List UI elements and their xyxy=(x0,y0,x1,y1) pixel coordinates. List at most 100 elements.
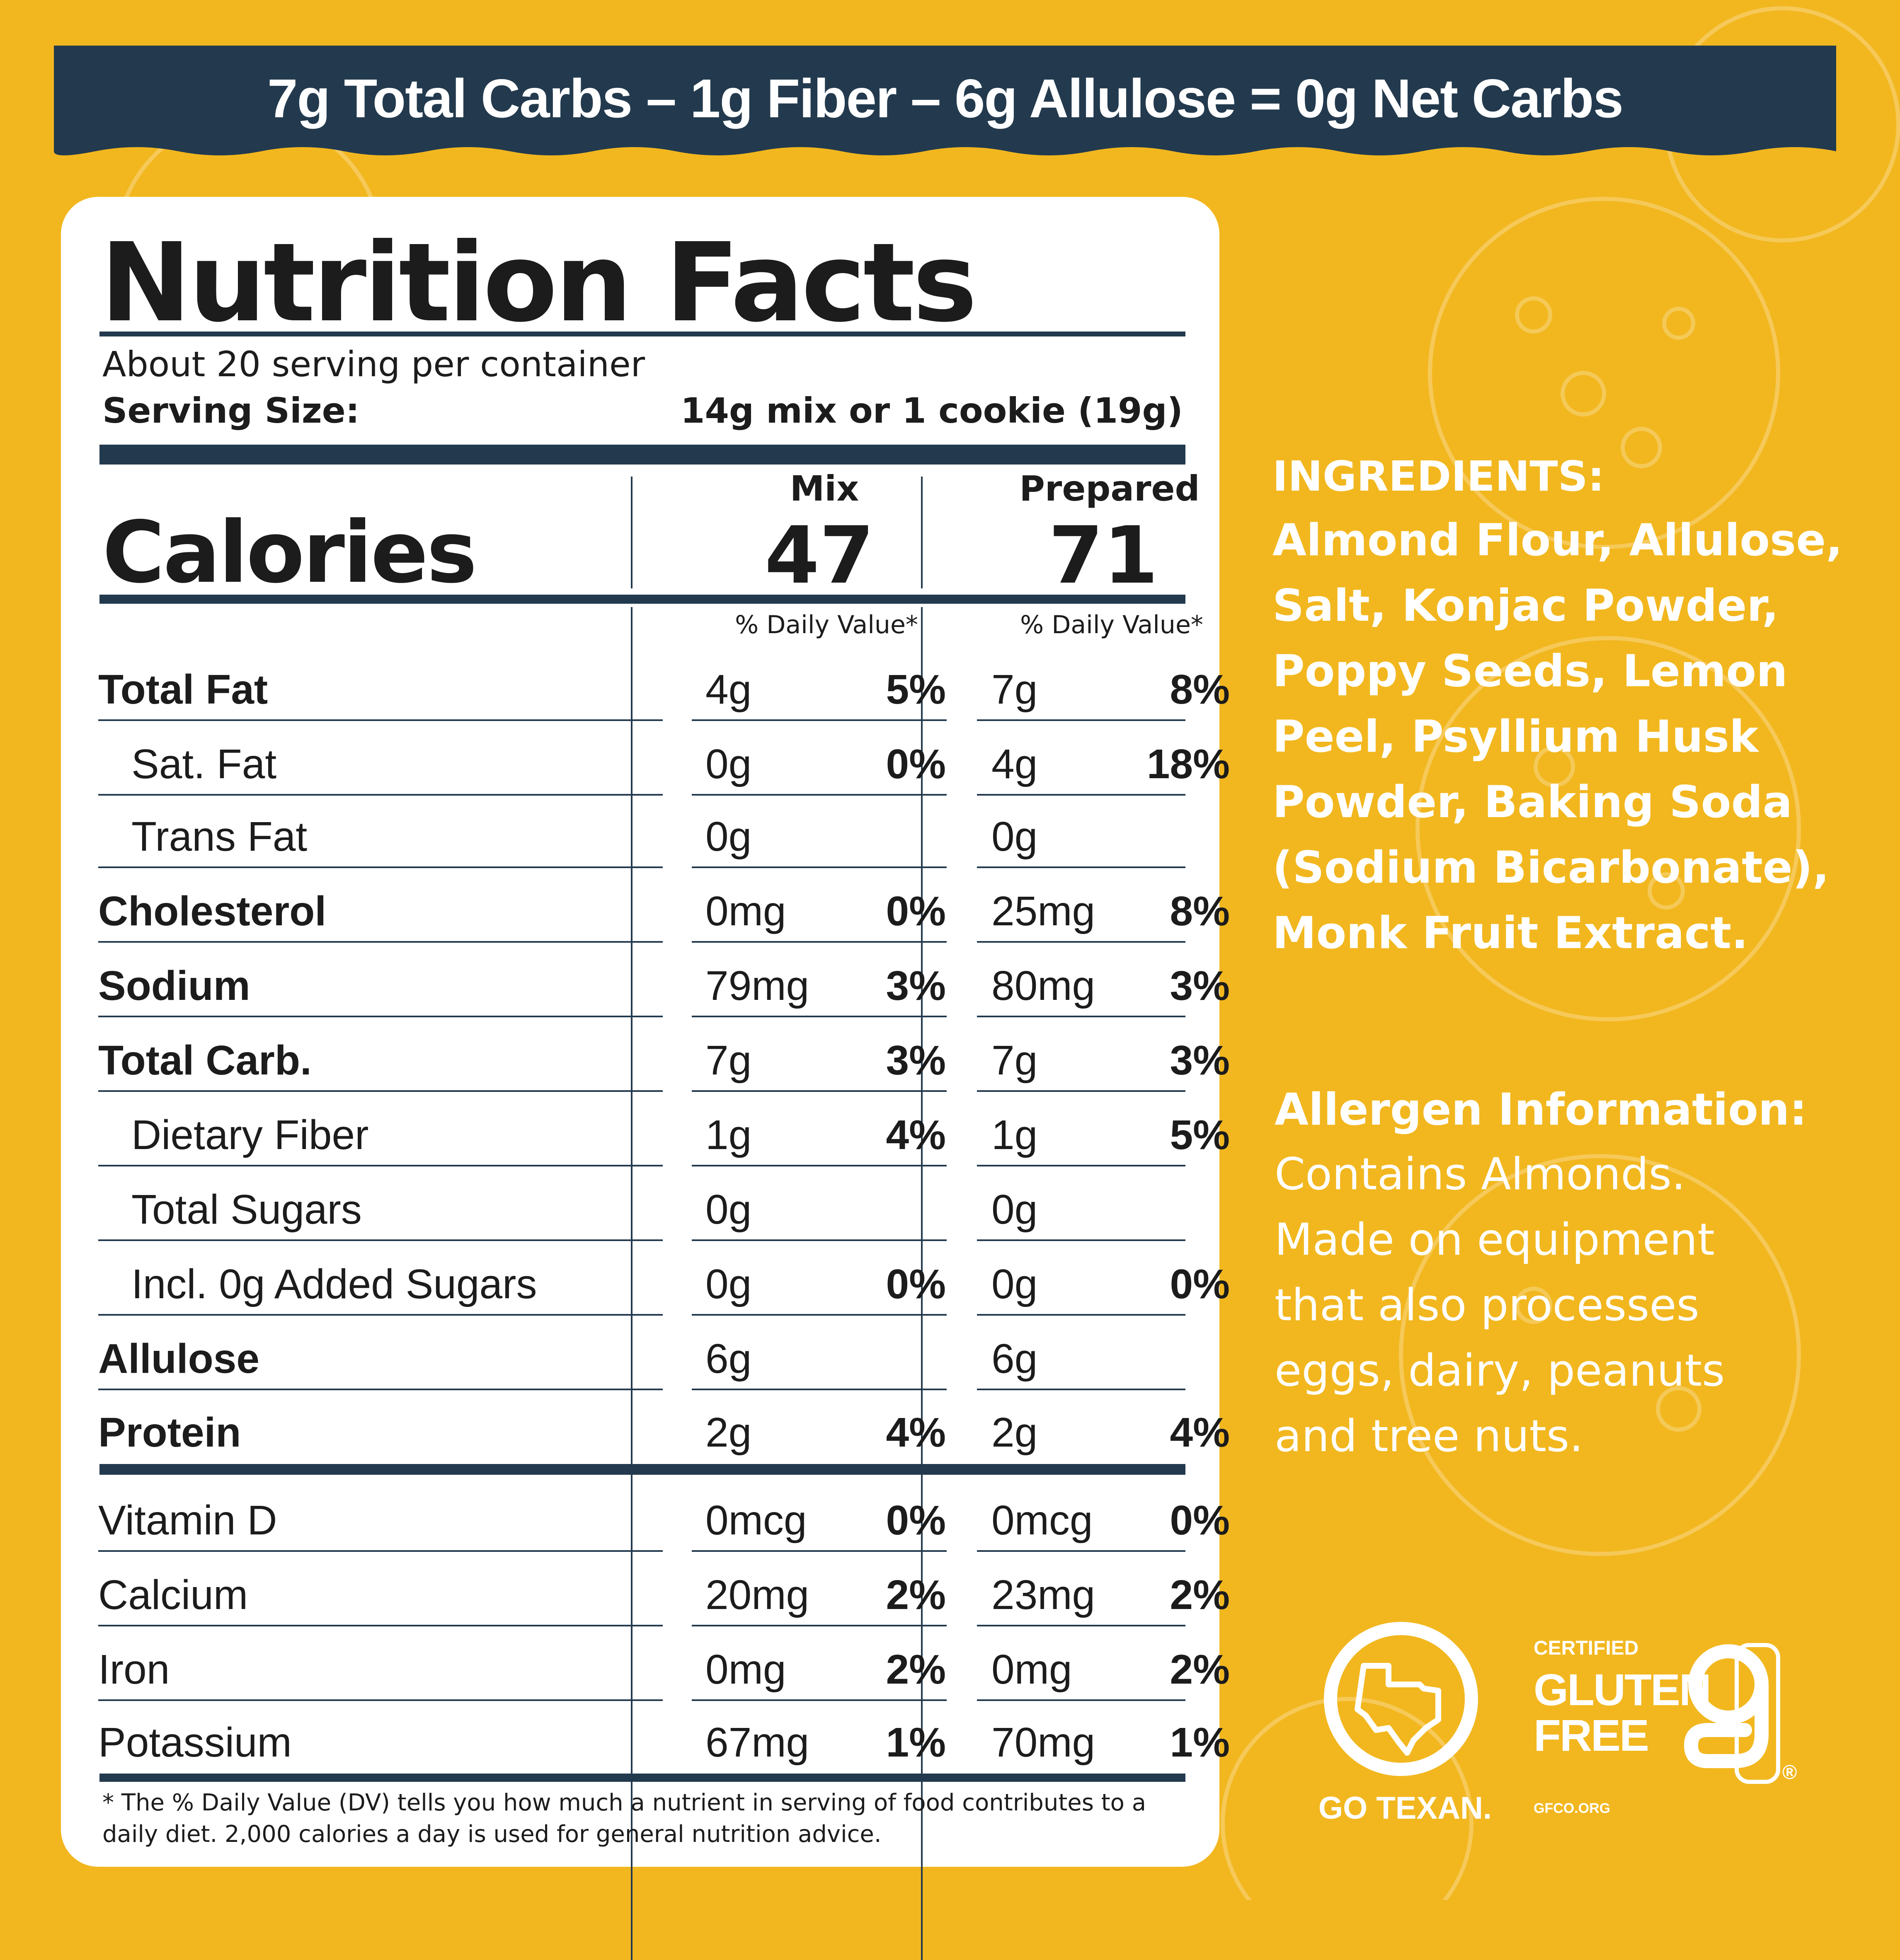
prepared-amount: 4g xyxy=(991,741,1038,787)
mix-amount: 67mg xyxy=(705,1719,809,1766)
nutrient-name: Calcium xyxy=(98,1572,248,1618)
mix-amount: 0g xyxy=(705,1186,752,1233)
mix-dv: 3% xyxy=(886,963,946,1009)
mix-amount: 0mg xyxy=(705,888,786,934)
calories-rule xyxy=(99,595,1185,604)
prepared-dv: 1% xyxy=(1170,1719,1230,1766)
prepared-dv: 3% xyxy=(1170,1037,1230,1084)
ingredients-line: (Sodium Bicarbonate), xyxy=(1272,842,1830,893)
nutrient-name: Sodium xyxy=(98,963,250,1009)
gf-registered-mark: ® xyxy=(1782,1762,1797,1783)
calories-prepared-value: 71 xyxy=(1048,510,1158,601)
nutrient-row-trans-fat: Trans Fat 0g 0g xyxy=(98,794,1186,868)
mix-dv: 3% xyxy=(886,1037,946,1084)
go-texan-text: GO TEXAN. xyxy=(1318,1791,1492,1826)
prepared-amount: 0g xyxy=(991,1186,1038,1233)
ingredients-line: Peel, Psyllium Husk xyxy=(1272,711,1759,762)
prepared-dv: 8% xyxy=(1170,888,1230,934)
mix-amount: 0g xyxy=(705,813,752,860)
nutrient-name: Potassium xyxy=(98,1719,292,1766)
nutrient-row-total-sugars: Total Sugars 0g 0g xyxy=(98,1166,1186,1241)
prepared-amount: 0mcg xyxy=(991,1497,1093,1544)
mix-dv: 1% xyxy=(886,1719,946,1766)
thick-rule-top xyxy=(99,445,1185,465)
serving-size-value: 14g mix or 1 cookie (19g) xyxy=(681,390,1183,431)
dv-header-prepared: % Daily Value* xyxy=(1020,610,1203,639)
prepared-amount: 0g xyxy=(991,1261,1038,1307)
nutrient-name: Dietary Fiber xyxy=(131,1112,369,1158)
calories-mix-value: 47 xyxy=(764,510,875,601)
nutrient-name: Sat. Fat xyxy=(131,741,277,787)
net-carbs-banner: 7g Total Carbs – 1g Fiber – 6g Allulose … xyxy=(54,46,1836,160)
prepared-amount: 0mg xyxy=(991,1646,1072,1693)
nutrient-name: Total Fat xyxy=(98,666,268,713)
nutrient-row-cholesterol: Cholesterol 0mg 0% 25mg 8% xyxy=(98,868,1230,943)
prepared-dv: 3% xyxy=(1170,963,1230,1009)
mix-amount: 6g xyxy=(705,1336,752,1382)
prepared-dv: 4% xyxy=(1170,1409,1230,1456)
nutrient-row-sodium: Sodium 79mg 3% 80mg 3% xyxy=(98,943,1230,1017)
allergen-line: Made on equipment xyxy=(1275,1214,1715,1265)
mix-dv: 0% xyxy=(886,741,946,787)
allergen-line: eggs, dairy, peanuts xyxy=(1275,1345,1725,1396)
nutrient-row-allulose: Allulose 6g 6g xyxy=(98,1316,1186,1390)
ingredients-line: Almond Flour, Allulose, xyxy=(1272,515,1843,566)
allergen-line: Contains Almonds. xyxy=(1275,1149,1686,1200)
nutrient-row-total-fat: Total Fat 4g 5% 7g 8% xyxy=(98,646,1230,721)
allergen-heading: Allergen Information: xyxy=(1275,1084,1807,1135)
nutrient-name: Iron xyxy=(98,1646,170,1693)
dv-header-mix: % Daily Value* xyxy=(735,610,918,639)
prepared-dv: 8% xyxy=(1170,666,1230,713)
nutrition-facts-label: Nutrition Facts About 20 serving per con… xyxy=(61,197,1230,1960)
nutrient-name: Vitamin D xyxy=(98,1497,277,1544)
mix-amount: 0g xyxy=(705,1261,752,1307)
mix-dv: 0% xyxy=(886,1261,946,1307)
mix-amount: 1g xyxy=(705,1112,752,1158)
divider-line xyxy=(921,607,923,1960)
prepared-dv: 2% xyxy=(1170,1572,1230,1618)
nutrient-row-calcium: Calcium 20mg 2% 23mg 2% xyxy=(98,1552,1230,1626)
mix-amount: 0mcg xyxy=(705,1497,807,1544)
prepared-amount: 7g xyxy=(991,1037,1038,1084)
mix-amount: 4g xyxy=(705,666,752,713)
prepared-amount: 2g xyxy=(991,1409,1038,1456)
mix-dv: 5% xyxy=(886,666,946,713)
prepared-amount: 6g xyxy=(991,1336,1038,1382)
nutrient-row-sat-fat: Sat. Fat 0g 0% 4g 18% xyxy=(98,721,1230,796)
allergen-section: Allergen Information: Contains Almonds. … xyxy=(1275,1077,1876,1469)
ingredients-section: INGREDIENTS: Almond Flour, Allulose, Sal… xyxy=(1272,445,1873,966)
title-rule xyxy=(99,332,1185,336)
gf-gluten-text: GLUTEN xyxy=(1534,1665,1711,1715)
servings-per-container: About 20 serving per container xyxy=(102,344,645,385)
divider-line xyxy=(631,607,633,1960)
prepared-amount: 23mg xyxy=(991,1572,1095,1618)
ingredients-line: Monk Fruit Extract. xyxy=(1272,907,1748,958)
prepared-amount: 70mg xyxy=(991,1719,1095,1766)
nutrient-row-total-carb: Total Carb. 7g 3% 7g 3% xyxy=(98,1017,1230,1092)
go-texan-logo: GO TEXAN. xyxy=(1318,1616,1492,1832)
prepared-dv: 0% xyxy=(1170,1497,1230,1544)
mix-amount: 0g xyxy=(705,741,752,787)
daily-value-footnote: * The % Daily Value (DV) tells you how m… xyxy=(102,1789,1146,1848)
serving-size-label: Serving Size: xyxy=(102,390,360,431)
allergen-line: that also processes xyxy=(1275,1280,1699,1331)
vitamin-rule xyxy=(99,1464,1185,1475)
nutrient-name: Trans Fat xyxy=(131,813,308,860)
mix-amount: 20mg xyxy=(705,1572,809,1618)
nutrient-name: Allulose xyxy=(98,1336,259,1382)
prepared-dv: 5% xyxy=(1170,1112,1230,1158)
gf-free-text: FREE xyxy=(1534,1710,1649,1760)
mix-amount: 7g xyxy=(705,1037,752,1084)
nutrient-name: Cholesterol xyxy=(98,888,327,934)
prepared-amount: 80mg xyxy=(991,963,1095,1009)
texas-outline-icon xyxy=(1324,1622,1478,1776)
prepared-amount: 7g xyxy=(991,666,1038,713)
banner-background xyxy=(54,46,1836,155)
prepared-amount: 25mg xyxy=(991,888,1095,934)
mix-dv: 2% xyxy=(886,1646,946,1693)
ingredients-line: Poppy Seeds, Lemon xyxy=(1272,646,1788,697)
prepared-dv: 18% xyxy=(1146,741,1230,787)
divider-line xyxy=(921,477,923,588)
mix-dv: 4% xyxy=(886,1112,946,1158)
nutrient-row-dietary-fiber: Dietary Fiber 1g 4% 1g 5% xyxy=(98,1092,1230,1166)
